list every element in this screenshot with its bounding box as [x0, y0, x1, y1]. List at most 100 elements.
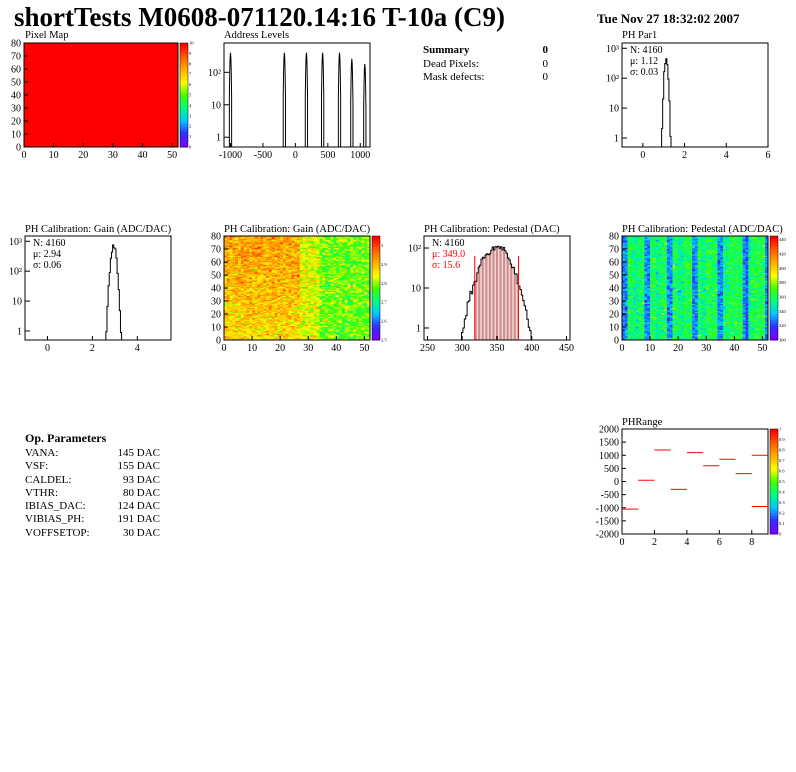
heatmap-cell — [263, 278, 267, 281]
heatmap-cell — [344, 290, 348, 293]
heatmap-cell — [288, 301, 292, 303]
heatmap-cell — [367, 237, 371, 239]
heatmap-cell — [308, 246, 312, 248]
heatmap-cell — [240, 247, 244, 250]
heatmap-cell — [344, 281, 348, 284]
heatmap-cell — [302, 262, 306, 264]
heatmap-cell — [347, 311, 351, 313]
heatmap-cell — [274, 268, 278, 271]
heatmap-cell — [336, 297, 340, 299]
heatmap-cell — [226, 267, 230, 269]
heatmap-cell — [243, 289, 247, 291]
heatmap-cell — [226, 272, 230, 274]
heatmap-cell — [224, 298, 228, 300]
heatmap-cell — [235, 306, 239, 308]
heatmap-cell — [238, 258, 242, 260]
heatmap-cell — [313, 294, 317, 297]
heatmap-cell — [367, 256, 371, 259]
heatmap-cell — [308, 332, 312, 334]
heatmap-cell — [271, 284, 275, 286]
heatmap-cell — [246, 267, 250, 269]
heatmap-cell — [322, 273, 326, 276]
heatmap-cell — [364, 294, 368, 297]
heatmap-cell — [330, 336, 334, 338]
heatmap-cell — [302, 239, 306, 242]
heatmap-cell — [344, 277, 348, 280]
heatmap-cell — [330, 310, 334, 312]
heatmap-cell — [347, 332, 351, 334]
heatmap-cell — [339, 284, 343, 286]
heatmap-cell — [367, 311, 371, 313]
heatmap-cell — [622, 297, 626, 299]
heatmap-cell — [353, 245, 357, 247]
heatmap-cell — [257, 263, 261, 265]
heatmap-cell — [280, 282, 284, 285]
heatmap-cell — [274, 302, 278, 304]
heatmap-cell — [249, 295, 253, 298]
heatmap-cell — [641, 254, 645, 256]
heatmap-cell — [319, 251, 323, 254]
heatmap-cell — [353, 285, 357, 287]
heatmap-cell — [254, 297, 258, 299]
heatmap-cell — [330, 245, 334, 247]
op-parameter-row: CALDEL: 93 DAC — [25, 474, 160, 487]
heatmap-cell — [271, 236, 275, 238]
heatmap-cell — [311, 268, 315, 271]
heatmap-cell — [636, 263, 640, 265]
y-tick-label: 50 — [11, 78, 21, 89]
heatmap-cell — [280, 243, 284, 246]
heatmap-cell — [325, 269, 329, 272]
heatmap-cell — [316, 316, 320, 319]
heatmap-cell — [277, 288, 281, 290]
color-bar-segment — [180, 131, 188, 135]
heatmap-cell — [325, 275, 329, 277]
heatmap-cell — [297, 301, 301, 303]
heatmap-cell — [327, 288, 331, 290]
heatmap-cell — [238, 249, 242, 251]
heatmap-cell — [240, 295, 244, 298]
heatmap-cell — [280, 256, 284, 259]
heatmap-cell — [226, 280, 230, 282]
heatmap-cell — [361, 298, 365, 300]
heatmap-cell — [627, 252, 631, 255]
heatmap-cell — [257, 291, 261, 294]
heatmap-cell — [313, 284, 317, 286]
heatmap-cell — [288, 271, 292, 273]
heatmap-cell — [322, 289, 326, 291]
heatmap-cell — [260, 246, 264, 248]
heatmap-cell — [325, 329, 329, 332]
heatmap-cell — [282, 291, 287, 294]
heatmap-cell — [226, 320, 230, 323]
heatmap-cell — [238, 262, 242, 264]
heatmap-cell — [336, 327, 340, 329]
heatmap-cell — [266, 301, 270, 303]
heatmap-cell — [353, 243, 357, 246]
heatmap-cell — [627, 271, 631, 273]
heatmap-cell — [319, 314, 323, 316]
heatmap-cell — [277, 259, 281, 261]
heatmap-cell — [224, 268, 228, 271]
heatmap-cell — [325, 271, 329, 273]
color-bar-segment — [180, 56, 188, 60]
heatmap-cell — [308, 275, 312, 277]
heatmap-cell — [636, 241, 640, 243]
heatmap-cell — [341, 295, 346, 298]
heatmap-cell — [353, 239, 357, 242]
heatmap-cell — [243, 252, 247, 255]
heatmap-cell — [344, 275, 348, 277]
heatmap-cell — [252, 245, 256, 247]
heatmap-cell — [252, 249, 256, 251]
heatmap-cell — [260, 290, 264, 293]
heatmap-cell — [627, 254, 631, 256]
heatmap-cell — [294, 293, 298, 295]
heatmap-cell — [308, 249, 312, 251]
heatmap-cell — [319, 324, 323, 326]
heatmap-cell — [638, 315, 642, 317]
heatmap-cell — [630, 263, 634, 265]
heatmap-cell — [367, 325, 371, 328]
heatmap-cell — [226, 308, 230, 311]
heatmap-cell — [333, 273, 337, 276]
heatmap-cell — [316, 259, 320, 261]
heatmap-cell — [336, 312, 340, 315]
heatmap-cell — [341, 280, 346, 282]
